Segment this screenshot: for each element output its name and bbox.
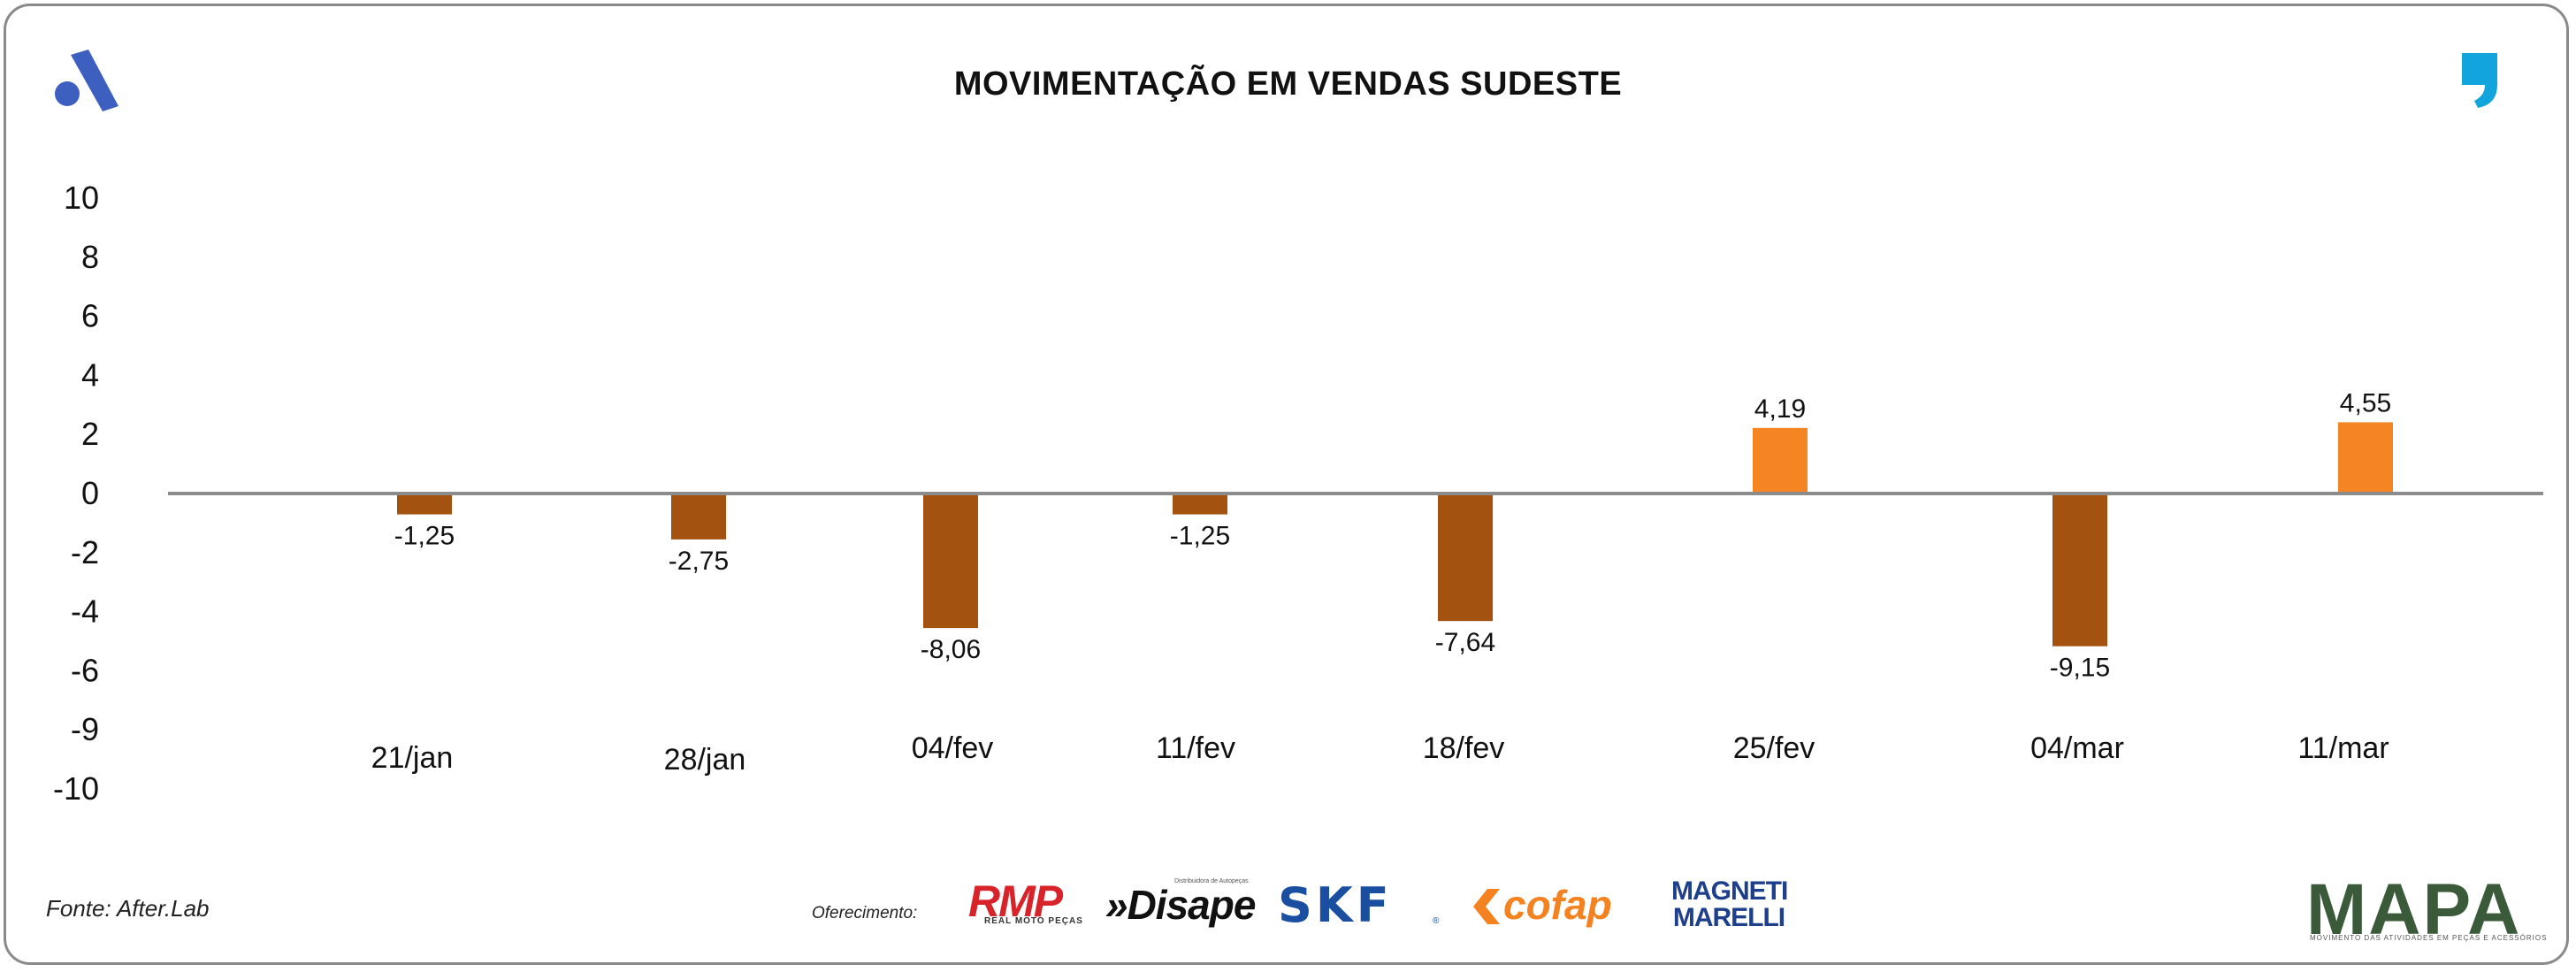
skf-logo: SKF (1278, 877, 1393, 933)
disape-logo: »Disape (1105, 882, 1256, 928)
data-label: -1,25 (1170, 522, 1230, 551)
bar (671, 494, 726, 540)
disape-logo-subtitle: Distribuidora de Autopeças (1174, 878, 1249, 884)
cofap-logo: cofap (1503, 882, 1612, 928)
x-category-label: 04/mar (2030, 731, 2124, 765)
y-tick-label: -2 (71, 534, 99, 570)
y-tick-label: 6 (81, 298, 99, 334)
bar (2338, 422, 2393, 494)
data-label: -8,06 (921, 635, 981, 664)
magneti-line1: MAGNETI (1671, 876, 1788, 906)
x-category-label: 11/fev (1156, 731, 1235, 765)
bar (1753, 427, 1808, 494)
data-label: 4,55 (2340, 388, 2391, 417)
comma-logo-icon (2462, 53, 2497, 108)
data-label: -2,75 (669, 547, 729, 576)
x-category-label: 18/fev (1423, 731, 1505, 765)
y-tick-label: -6 (71, 652, 99, 688)
bar (923, 494, 978, 629)
rmp-logo: RMP (968, 876, 1063, 926)
rmp-logo-subtitle: REAL MOTO PEÇAS (984, 916, 1083, 926)
data-label: -1,25 (394, 522, 455, 551)
data-label: -9,15 (2050, 654, 2110, 683)
y-tick-label: 2 (81, 416, 99, 452)
y-tick-label: -9 (71, 711, 99, 747)
bar (1173, 494, 1227, 515)
magneti-line2: MARELLI (1672, 903, 1785, 932)
x-category-label: 28/jan (664, 743, 746, 777)
y-tick-label: 4 (81, 356, 99, 393)
x-category-label: 11/mar (2297, 731, 2389, 765)
bar (2052, 494, 2107, 647)
x-category-label: 21/jan (371, 741, 454, 775)
after-logo-icon (55, 50, 118, 111)
magneti-marelli-logo: MAGNETI MARELLI (1671, 876, 1788, 932)
y-tick-label: 0 (81, 475, 99, 511)
data-label: -7,64 (1435, 628, 1495, 657)
skf-registered-mark: ® (1433, 916, 1440, 926)
y-tick-label: 10 (64, 180, 99, 216)
mapa-logo: MAPA (2306, 869, 2522, 950)
y-tick-label: -10 (53, 770, 99, 807)
data-label: 4,19 (1754, 394, 1806, 424)
chart-frame (4, 4, 2569, 965)
source-note: Fonte: After.Lab (46, 895, 210, 922)
chart-title: MOVIMENTAÇÃO EM VENDAS SUDESTE (953, 65, 1623, 103)
y-tick-label: -4 (71, 593, 99, 630)
x-category-label: 04/fev (912, 731, 994, 765)
bar (1438, 494, 1493, 622)
mapa-logo-subtitle: MOVIMENTO DAS ATIVIDADES EM PEÇAS E ACES… (2310, 934, 2548, 942)
x-category-label: 25/fev (1733, 731, 1815, 765)
bar (397, 494, 452, 515)
cofap-mark-icon (1473, 889, 1500, 924)
sponsors-label: Oferecimento: (812, 904, 918, 922)
y-tick-label: 8 (81, 239, 99, 275)
